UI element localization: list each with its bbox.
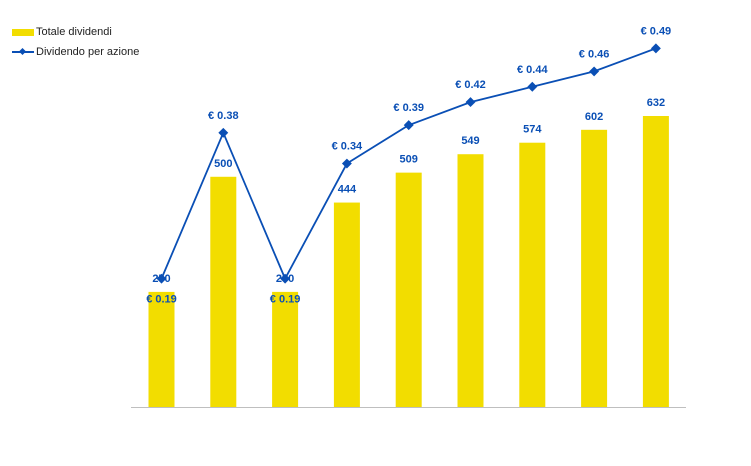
bar-value-label: 602 bbox=[585, 111, 603, 123]
bar-value-label: 574 bbox=[523, 124, 542, 136]
bar bbox=[395, 172, 422, 407]
bar-value-label: 549 bbox=[461, 135, 479, 147]
legend-item-totale-dividendi: Totale dividendi bbox=[12, 22, 139, 42]
line-point-marker bbox=[156, 273, 167, 284]
legend-bar-swatch bbox=[12, 28, 34, 36]
legend: Totale dividendi Dividendo per azione bbox=[12, 22, 139, 62]
line-value-label: € 0.49 bbox=[641, 25, 672, 37]
legend-bar-label: Totale dividendi bbox=[36, 26, 112, 38]
line-point-marker bbox=[527, 81, 538, 92]
line-point-marker bbox=[218, 127, 229, 138]
bar bbox=[272, 291, 299, 407]
line-point-marker bbox=[280, 273, 291, 284]
bar bbox=[333, 202, 360, 407]
bar bbox=[519, 142, 546, 408]
line-value-label: € 0.19 bbox=[146, 294, 177, 306]
bar bbox=[642, 116, 669, 407]
legend-line-label: Dividendo per azione bbox=[36, 46, 140, 58]
bar bbox=[457, 154, 484, 407]
bar-value-label: 509 bbox=[400, 154, 418, 166]
line-value-label: € 0.46 bbox=[579, 48, 610, 60]
line-value-label: € 0.34 bbox=[332, 141, 363, 153]
bar bbox=[210, 176, 237, 407]
bar bbox=[581, 129, 608, 407]
line-point-marker bbox=[403, 120, 414, 131]
line-value-label: € 0.19 bbox=[270, 294, 301, 306]
line-value-label: € 0.44 bbox=[517, 64, 548, 76]
bar-value-label: 632 bbox=[647, 97, 665, 109]
line-value-label: € 0.38 bbox=[208, 110, 239, 122]
legend-line-swatch bbox=[12, 46, 34, 58]
bar bbox=[148, 291, 175, 407]
line-value-label: € 0.39 bbox=[393, 102, 424, 114]
legend-item-dividendo-per-azione: Dividendo per azione bbox=[12, 42, 139, 62]
line-point-marker bbox=[589, 66, 600, 77]
line-point-marker bbox=[650, 43, 661, 54]
line-point-marker bbox=[465, 97, 476, 108]
bar-value-label: 444 bbox=[338, 184, 357, 196]
line-point-marker bbox=[341, 158, 352, 169]
line-value-label: € 0.42 bbox=[455, 79, 486, 91]
bar-value-label: 500 bbox=[214, 158, 232, 170]
